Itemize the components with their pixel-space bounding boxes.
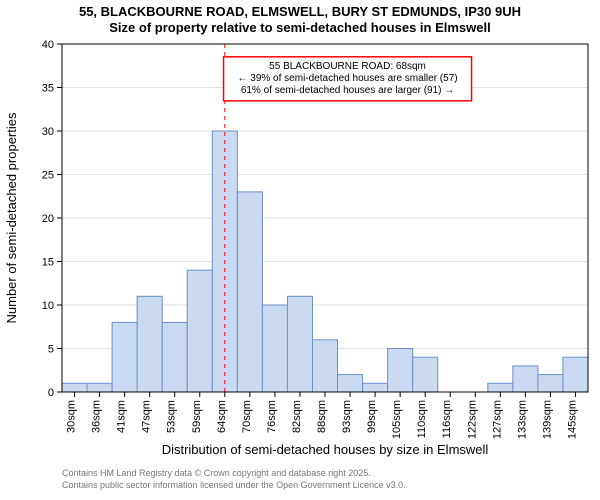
histogram-bar: [137, 296, 162, 392]
y-tick-label: 25: [42, 170, 54, 182]
histogram-svg: 55, BLACKBOURNE ROAD, ELMSWELL, BURY ST …: [0, 0, 600, 500]
x-tick-label: 47sqm: [141, 400, 153, 433]
histogram-bar: [538, 375, 563, 392]
x-tick-label: 41sqm: [116, 400, 128, 433]
histogram-bar: [87, 383, 112, 392]
histogram-bar: [187, 270, 212, 392]
histogram-bar: [237, 192, 262, 392]
x-tick-label: 59sqm: [191, 400, 203, 433]
histogram-bar: [363, 383, 388, 392]
histogram-bar: [413, 357, 438, 392]
histogram-bar: [513, 366, 538, 392]
chart-container: 55, BLACKBOURNE ROAD, ELMSWELL, BURY ST …: [0, 0, 600, 500]
x-tick-label: 82sqm: [291, 400, 303, 433]
histogram-bar: [388, 349, 413, 393]
histogram-bar: [262, 305, 287, 392]
x-tick-label: 53sqm: [166, 400, 178, 433]
x-tick-label: 99sqm: [366, 400, 378, 433]
credit-text: Contains public sector information licen…: [62, 480, 406, 490]
credit-text: Contains HM Land Registry data © Crown c…: [62, 468, 371, 478]
x-tick-label: 36sqm: [91, 400, 103, 433]
chart-title-line2: Size of property relative to semi-detach…: [109, 20, 490, 35]
annotation-text: 61% of semi-detached houses are larger (…: [241, 85, 454, 96]
x-tick-label: 88sqm: [316, 400, 328, 433]
y-tick-label: 40: [42, 39, 54, 51]
histogram-bar: [112, 322, 137, 392]
x-tick-label: 64sqm: [216, 400, 228, 433]
x-tick-label: 93sqm: [341, 400, 353, 433]
histogram-bar: [312, 340, 337, 392]
annotation-text: ← 39% of semi-detached houses are smalle…: [237, 73, 457, 84]
x-tick-label: 76sqm: [266, 400, 278, 433]
x-tick-label: 105sqm: [391, 400, 403, 439]
chart-title-line1: 55, BLACKBOURNE ROAD, ELMSWELL, BURY ST …: [79, 4, 521, 19]
y-axis-label: Number of semi-detached properties: [4, 112, 19, 323]
y-tick-label: 10: [42, 300, 54, 312]
y-tick-label: 5: [48, 344, 54, 356]
x-tick-label: 116sqm: [441, 400, 453, 438]
histogram-bar: [563, 357, 588, 392]
y-tick-label: 0: [48, 387, 54, 399]
x-tick-label: 110sqm: [416, 400, 428, 438]
y-tick-label: 35: [42, 83, 54, 95]
histogram-bar: [287, 296, 312, 392]
histogram-bar: [62, 383, 87, 392]
y-tick-label: 15: [42, 257, 54, 269]
x-tick-label: 70sqm: [241, 400, 253, 433]
x-tick-label: 122sqm: [466, 400, 478, 439]
annotation-text: 55 BLACKBOURNE ROAD: 68sqm: [269, 61, 426, 72]
x-tick-label: 30sqm: [66, 400, 78, 433]
x-axis-label: Distribution of semi-detached houses by …: [162, 442, 489, 457]
y-tick-label: 30: [42, 126, 54, 138]
y-tick-label: 20: [42, 213, 54, 225]
histogram-bar: [162, 322, 187, 392]
histogram-bar: [338, 375, 363, 392]
x-tick-label: 145sqm: [566, 400, 578, 439]
x-tick-label: 127sqm: [491, 400, 503, 439]
x-tick-label: 133sqm: [516, 400, 528, 439]
histogram-bar: [488, 383, 513, 392]
x-tick-label: 139sqm: [541, 400, 553, 439]
